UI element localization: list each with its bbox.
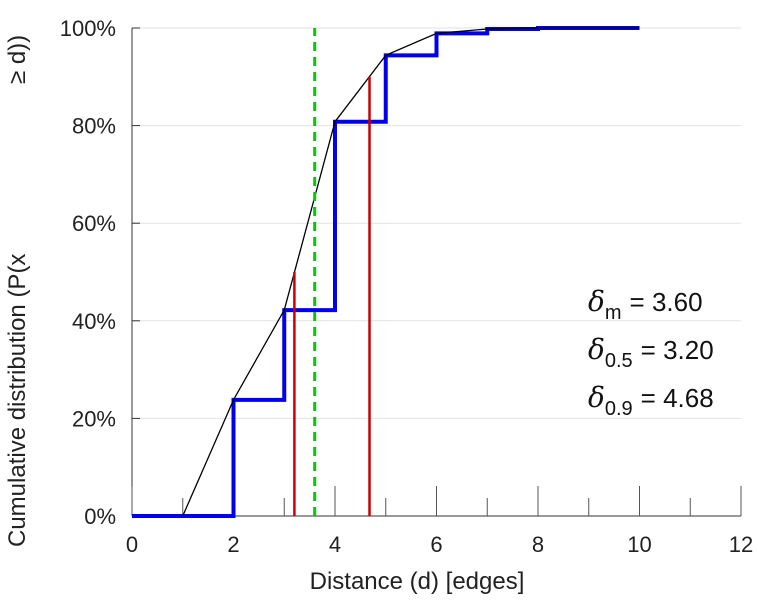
x-tick-label: 8 xyxy=(532,532,544,557)
y-tick-label: 80% xyxy=(72,114,116,139)
y-tick-label: 20% xyxy=(72,406,116,431)
series-interpolated-cdf-line xyxy=(182,27,640,517)
annotation-mean: δm = 3.60 xyxy=(588,285,703,324)
annotation-median-subscript: 0.5 xyxy=(605,350,633,372)
y-axis-label-line-2: ≥ d)) xyxy=(4,35,31,84)
x-tick-label: 10 xyxy=(627,532,651,557)
y-axis-label-line-1: Cumulative distribution (P(x xyxy=(4,254,31,547)
stats-annotation: δm = 3.60 δ0.5 = 3.20 δ0.9 = 4.68 xyxy=(588,285,714,420)
grid-layer xyxy=(132,27,741,419)
marker-layer xyxy=(293,28,371,516)
annotation-p90-subscript: 0.9 xyxy=(605,398,633,420)
annotation-p90-value: = 4.68 xyxy=(641,383,714,413)
y-tick-label: 40% xyxy=(72,309,116,334)
x-tick-label: 0 xyxy=(126,532,138,557)
x-tick-label: 4 xyxy=(329,532,341,557)
y-tick-label: 100% xyxy=(60,16,116,41)
x-tick-label: 12 xyxy=(729,532,753,557)
annotation-mean-subscript: m xyxy=(605,302,622,324)
annotation-median: δ0.5 = 3.20 xyxy=(588,333,714,372)
annotation-mean-symbol: δ xyxy=(588,285,605,318)
annotation-mean-value: = 3.60 xyxy=(630,287,703,317)
x-tick-label: 2 xyxy=(227,532,239,557)
axis-layer xyxy=(131,27,742,517)
y-tick-label: 0% xyxy=(84,504,116,529)
series-empirical-cdf-step xyxy=(132,26,640,518)
x-axis-label: Distance (d) [edges] xyxy=(310,568,525,595)
tick-label-layer: 0% 20% 40% 60% 80% 100% 0 2 4 6 8 10 12 xyxy=(60,16,754,557)
annotation-p90: δ0.9 = 4.68 xyxy=(588,381,714,420)
annotation-p90-symbol: δ xyxy=(588,381,605,414)
x-tick-label: 6 xyxy=(430,532,442,557)
series-layer xyxy=(132,26,640,518)
annotation-median-value: = 3.20 xyxy=(641,335,714,365)
y-tick-label: 60% xyxy=(72,211,116,236)
y-axis-label: Cumulative distribution (P(x ≥ d)) xyxy=(4,35,31,547)
annotation-median-symbol: δ xyxy=(588,333,605,366)
